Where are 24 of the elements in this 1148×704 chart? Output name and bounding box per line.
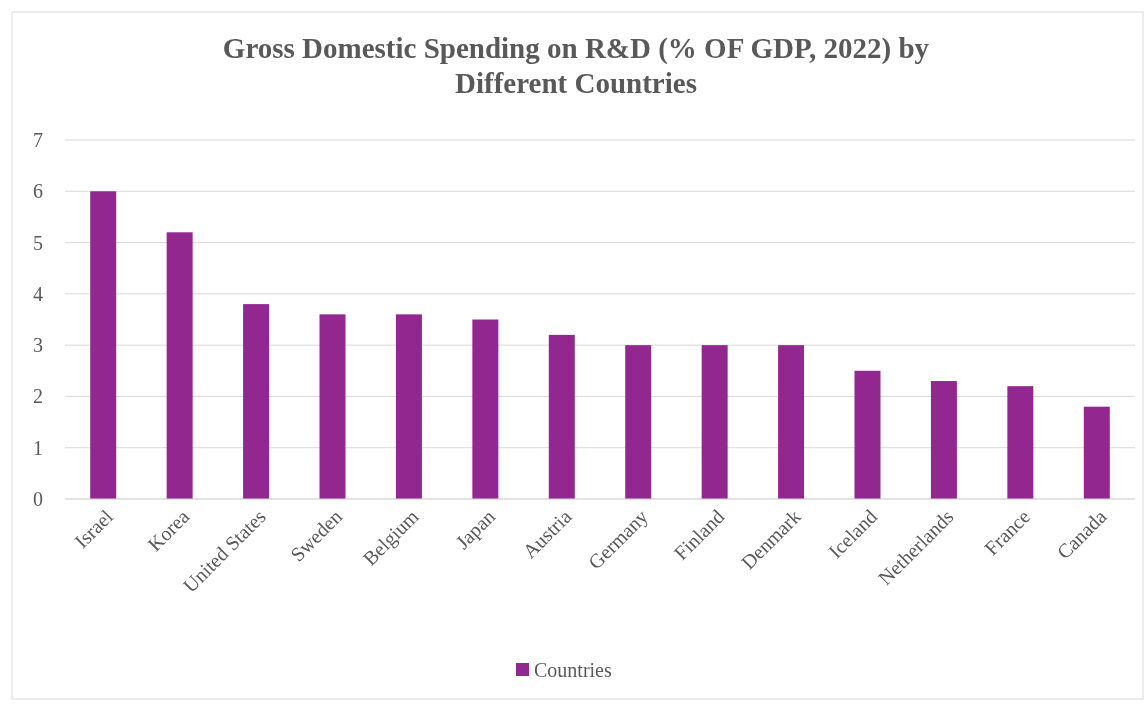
bar [243, 304, 270, 499]
bar [1083, 406, 1110, 499]
y-tick-label: 2 [33, 385, 43, 408]
bar [166, 232, 193, 499]
bar [854, 370, 881, 499]
bar [319, 314, 346, 499]
chart-title: Gross Domestic Spending on R&D (% OF GDP, 2022) by Different Countries [222, 32, 930, 99]
bar [90, 191, 117, 499]
bar [701, 345, 728, 499]
bar [1007, 386, 1034, 499]
y-tick-label: 5 [33, 231, 43, 254]
y-tick-label: 3 [33, 334, 43, 357]
bar [548, 334, 575, 499]
legend-label: Countries [534, 659, 612, 681]
bar [472, 319, 499, 499]
bar [930, 381, 957, 499]
y-tick-label: 0 [33, 488, 43, 510]
bar [395, 314, 422, 499]
y-tick-label: 4 [33, 282, 43, 305]
bar [778, 345, 805, 499]
y-tick-label: 1 [33, 436, 43, 459]
y-tick-label: 7 [33, 129, 43, 151]
bar [625, 345, 652, 499]
y-tick-label: 6 [33, 180, 43, 203]
